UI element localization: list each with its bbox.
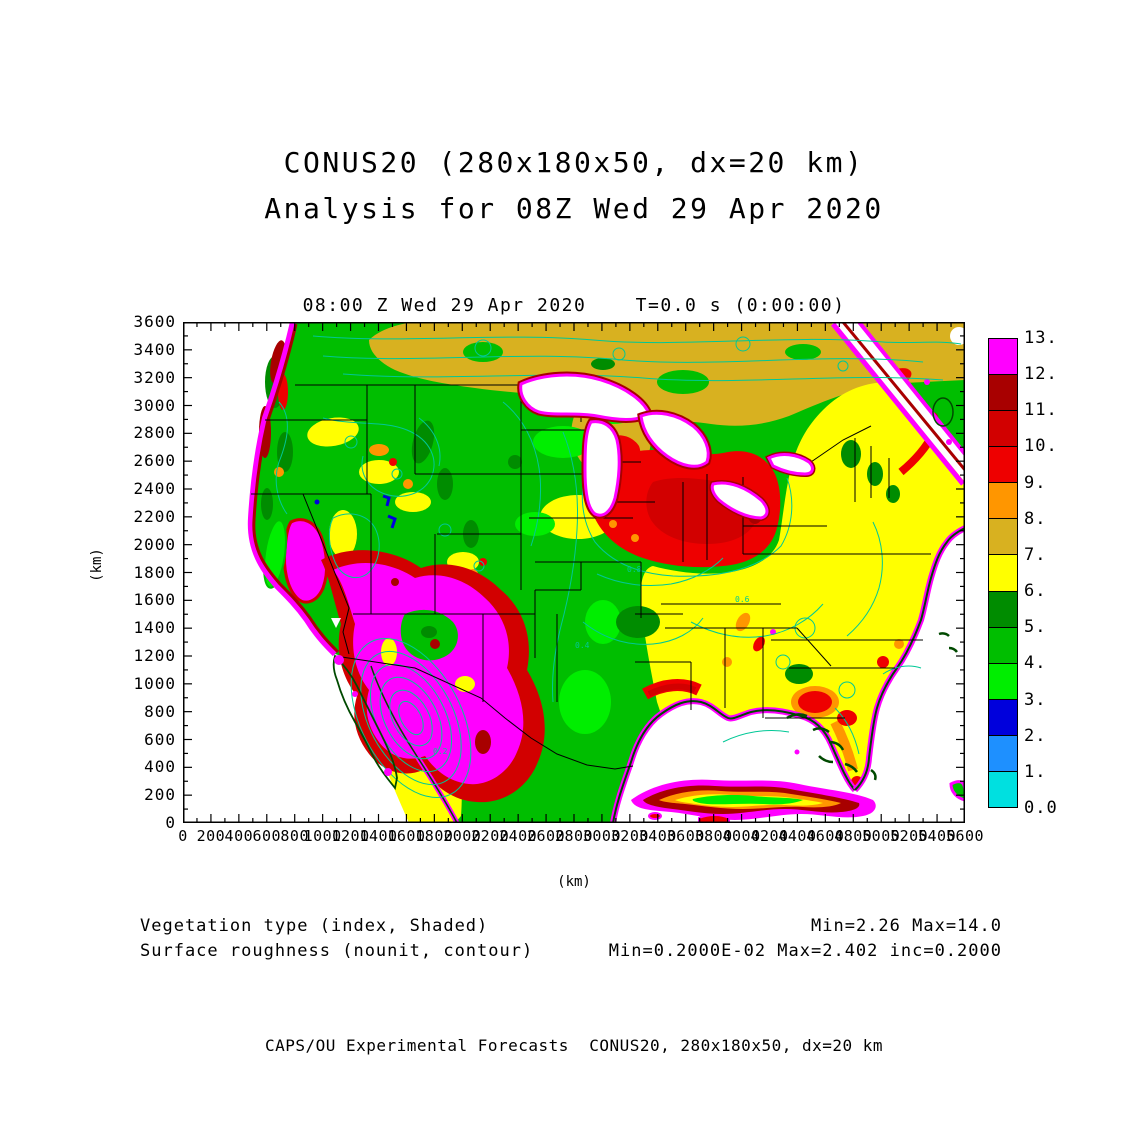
bahamas-islands: [786, 632, 958, 781]
map-svg: 0.8 0.4 0.6 0.2: [183, 322, 965, 823]
x-axis-label: (km): [557, 874, 591, 890]
field2-description: Surface roughness (nounit, contour): [140, 941, 534, 961]
great-basin-patches: [307, 417, 487, 579]
map-plot: 0.8 0.4 0.6 0.2: [183, 322, 965, 823]
field1-minmax: Min=2.26 Max=14.0: [811, 916, 1002, 936]
colorbar-labels: 13. 12. 11. 10. 9. 8. 7. 6. 5. 4. 3. 2. 1. 0.0: [1024, 328, 1058, 818]
state-borders: [251, 384, 931, 770]
contour-label: 0.4: [575, 641, 590, 650]
inland-water-marks: [314, 494, 397, 628]
x-tick-labels: 0 200 400 600 800 1000 1200 1400 1600 1800 2000 220…: [178, 827, 985, 845]
field1-description: Vegetation type (index, Shaded): [140, 916, 489, 936]
baja-california: [332, 654, 398, 791]
plot-title: 08:00 Z Wed 29 Apr 2020 T=0.0 s (0:00:00…: [302, 295, 846, 316]
plot-frame: [183, 322, 965, 823]
great-lakes: [517, 371, 816, 522]
coastline-fringes: [247, 322, 965, 823]
figure-title-line1: CONUS20 (280x180x50, dx=20 km): [283, 146, 865, 179]
contour-label: 0.8: [627, 565, 642, 574]
field-annotations: Vegetation type (index, Shaded) Min=2.26…: [140, 916, 1002, 966]
y-axis-label: (km): [89, 548, 105, 582]
sierra-california-region: [263, 518, 329, 604]
st-lawrence-region: [831, 322, 965, 486]
footer-credit: CAPS/OU Experimental Forecasts CONUS20, …: [264, 1036, 884, 1055]
colorbar-cells: [988, 338, 1018, 808]
roughness-contour-lines: 0.8 0.4 0.6 0.2: [275, 335, 962, 798]
field2-minmax: Min=0.2000E-02 Max=2.402 inc=0.2000: [608, 941, 1002, 961]
cuba-and-islands: [631, 632, 965, 823]
y-tick-labels: 3600 3400 3200 3000 2800 2600 2400 2200 2000 1800…: [133, 312, 176, 832]
contour-label: 0.6: [735, 595, 750, 604]
figure-title-line2: Analysis for 08Z Wed 29 Apr 2020: [264, 192, 884, 225]
contour-label: 0.2: [433, 747, 448, 756]
